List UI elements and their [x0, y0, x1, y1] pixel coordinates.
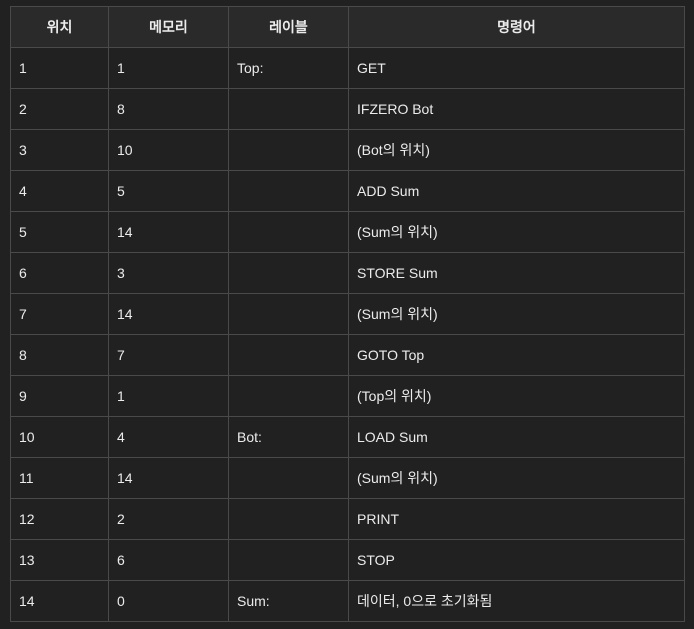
cell-location: 14 [10, 580, 109, 622]
header-label: 레이블 [228, 6, 349, 48]
table-row: 11 14 (Sum의 위치) [10, 457, 685, 499]
cell-label: Sum: [228, 580, 349, 622]
table-row: 8 7 GOTO Top [10, 334, 685, 376]
table-row: 2 8 IFZERO Bot [10, 88, 685, 130]
cell-location: 1 [10, 47, 109, 89]
cell-instruction: GOTO Top [348, 334, 685, 376]
cell-instruction: PRINT [348, 498, 685, 540]
program-table: 위치 메모리 레이블 명령어 1 1 Top: GET 2 8 IFZERO Bot 3 10(… [10, 6, 685, 622]
table-body: 1 1 Top: GET 2 8 IFZERO Bot 3 10 (Bot의 위치) 4 5 ADD S… [10, 47, 685, 622]
cell-label [228, 457, 349, 499]
table-container: 위치 메모리 레이블 명령어 1 1 Top: GET 2 8 IFZERO Bot 3 10(… [10, 6, 685, 622]
header-memory: 메모리 [108, 6, 229, 48]
cell-instruction: ADD Sum [348, 170, 685, 212]
cell-location: 2 [10, 88, 109, 130]
cell-memory: 1 [108, 47, 229, 89]
table-header: 위치 메모리 레이블 명령어 [10, 6, 685, 48]
cell-instruction: GET [348, 47, 685, 89]
cell-instruction: (Top의 위치) [348, 375, 685, 417]
table-row: 10 4 Bot: LOAD Sum [10, 416, 685, 458]
cell-memory: 14 [108, 457, 229, 499]
cell-instruction: (Sum의 위치) [348, 293, 685, 335]
cell-memory: 4 [108, 416, 229, 458]
table-row: 1 1 Top: GET [10, 47, 685, 89]
cell-label [228, 334, 349, 376]
cell-label [228, 88, 349, 130]
cell-memory: 6 [108, 539, 229, 581]
cell-label: Bot: [228, 416, 349, 458]
cell-location: 12 [10, 498, 109, 540]
cell-label [228, 498, 349, 540]
cell-memory: 14 [108, 211, 229, 253]
cell-instruction: (Bot의 위치) [348, 129, 685, 171]
header-instruction: 명령어 [348, 6, 685, 48]
cell-memory: 2 [108, 498, 229, 540]
cell-location: 11 [10, 457, 109, 499]
cell-memory: 7 [108, 334, 229, 376]
cell-location: 7 [10, 293, 109, 335]
cell-label [228, 170, 349, 212]
cell-memory: 1 [108, 375, 229, 417]
cell-location: 13 [10, 539, 109, 581]
cell-instruction: (Sum의 위치) [348, 457, 685, 499]
table-row: 4 5 ADD Sum [10, 170, 685, 212]
cell-location: 8 [10, 334, 109, 376]
cell-instruction: STORE Sum [348, 252, 685, 294]
cell-memory: 0 [108, 580, 229, 622]
cell-location: 3 [10, 129, 109, 171]
cell-label [228, 539, 349, 581]
cell-memory: 10 [108, 129, 229, 171]
cell-memory: 8 [108, 88, 229, 130]
table-row: 5 14 (Sum의 위치) [10, 211, 685, 253]
cell-memory: 14 [108, 293, 229, 335]
cell-instruction: 데이터, 0으로 초기화됨 [348, 580, 685, 622]
cell-instruction: (Sum의 위치) [348, 211, 685, 253]
cell-label: Top: [228, 47, 349, 89]
cell-instruction: IFZERO Bot [348, 88, 685, 130]
table-row: 14 0 Sum: 데이터, 0으로 초기화됨 [10, 580, 685, 622]
table-row: 13 6 STOP [10, 539, 685, 581]
cell-label [228, 293, 349, 335]
table-row: 3 10 (Bot의 위치) [10, 129, 685, 171]
cell-label [228, 252, 349, 294]
cell-instruction: LOAD Sum [348, 416, 685, 458]
table-row: 9 1 (Top의 위치) [10, 375, 685, 417]
table-row: 12 2 PRINT [10, 498, 685, 540]
cell-memory: 3 [108, 252, 229, 294]
cell-location: 9 [10, 375, 109, 417]
cell-label [228, 129, 349, 171]
table-row: 6 3 STORE Sum [10, 252, 685, 294]
header-location: 위치 [10, 6, 109, 48]
cell-location: 6 [10, 252, 109, 294]
table-row: 7 14 (Sum의 위치) [10, 293, 685, 335]
cell-memory: 5 [108, 170, 229, 212]
cell-location: 10 [10, 416, 109, 458]
cell-label [228, 211, 349, 253]
cell-location: 5 [10, 211, 109, 253]
cell-instruction: STOP [348, 539, 685, 581]
cell-location: 4 [10, 170, 109, 212]
header-row: 위치 메모리 레이블 명령어 [10, 6, 685, 48]
cell-label [228, 375, 349, 417]
